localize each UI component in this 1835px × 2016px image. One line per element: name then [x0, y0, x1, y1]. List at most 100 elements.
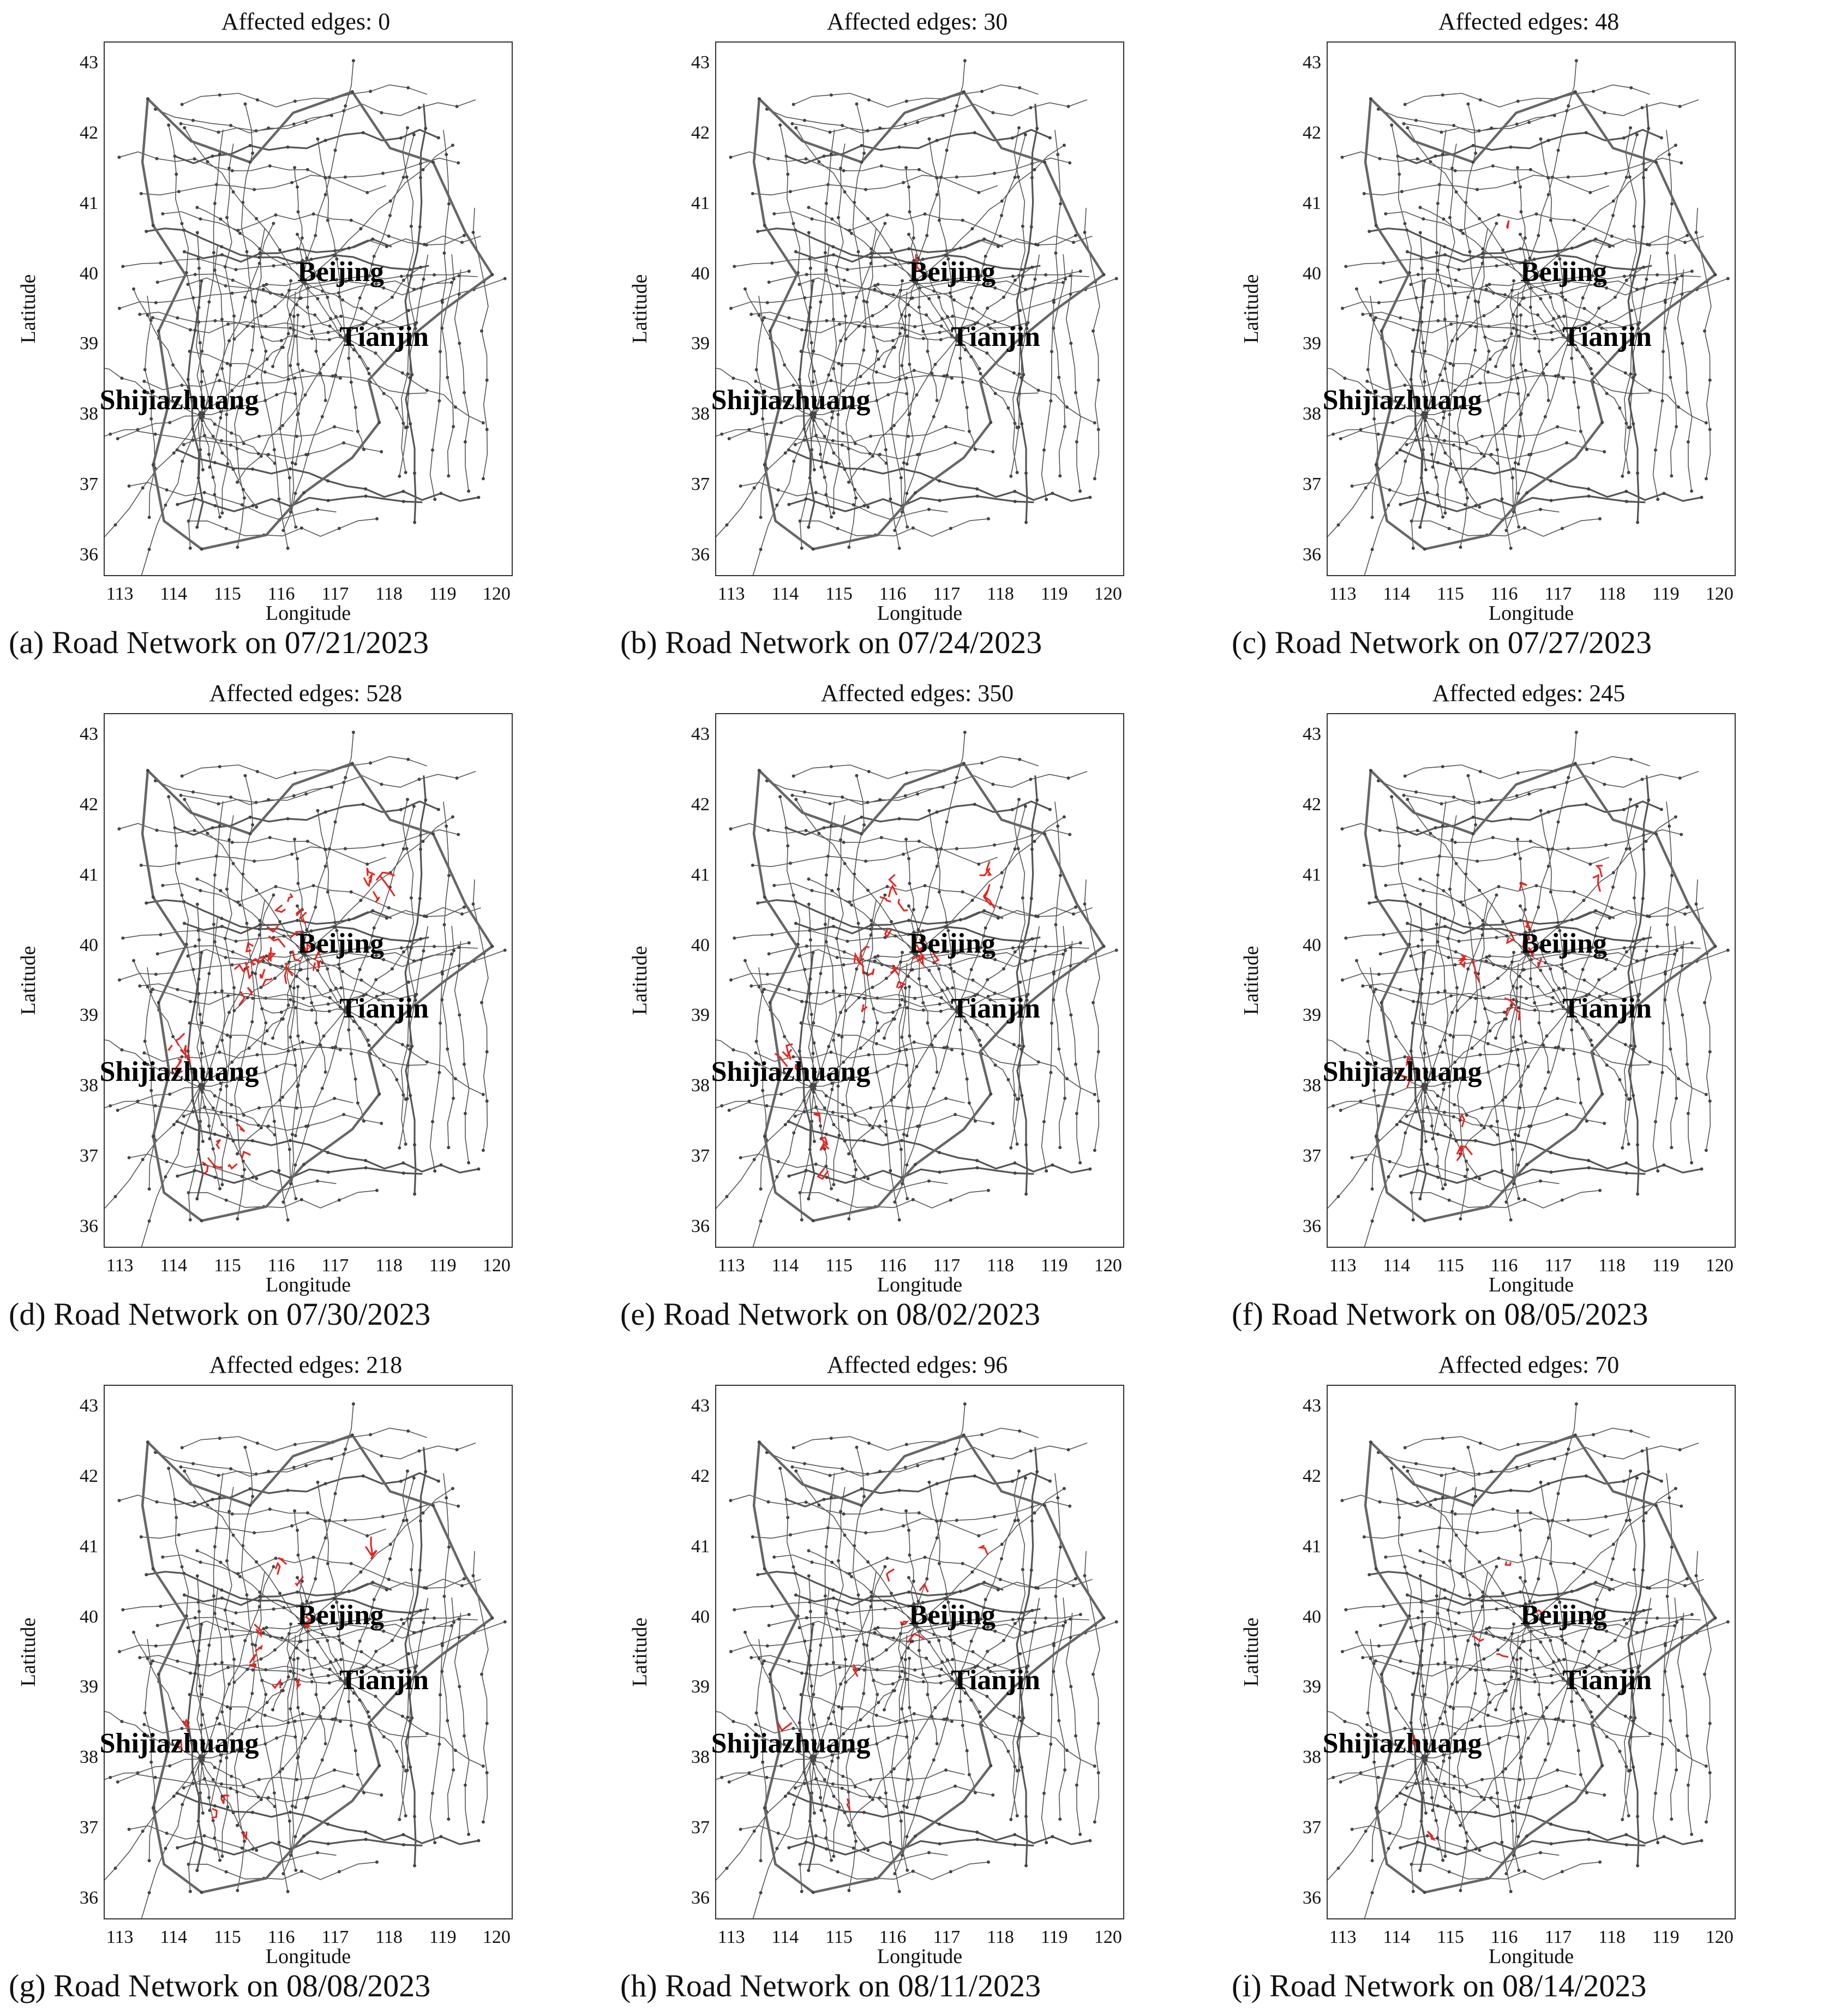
road-node [146, 1062, 149, 1066]
road-node [838, 322, 842, 326]
road-edge-line [317, 1482, 346, 1683]
road-edge-line [155, 99, 476, 134]
road-node [1573, 90, 1577, 94]
road-edge-line [1012, 799, 1027, 1145]
road-node [453, 1749, 457, 1752]
road-node [839, 838, 843, 842]
road-edge-line [290, 291, 302, 464]
road-node [1627, 471, 1630, 474]
road-node [175, 1120, 179, 1123]
road-node [824, 1804, 828, 1808]
road-node [399, 1479, 403, 1483]
road-node [804, 829, 808, 833]
road-node [911, 1869, 915, 1873]
road-node [782, 1071, 786, 1075]
road-node [1588, 190, 1592, 194]
road-node [256, 1795, 260, 1799]
road-node [1033, 277, 1037, 281]
road-node [480, 329, 483, 333]
road-node [1114, 1620, 1118, 1624]
road-node [1062, 143, 1066, 147]
road-node [906, 303, 910, 307]
road-node [467, 1161, 471, 1165]
road-node [747, 1099, 751, 1103]
road-edge-line [913, 1623, 938, 1744]
road-node [401, 1171, 405, 1175]
map-panel: Affected edges: 245 43 42 41 40 39 38 37 36 113 11… [1223, 672, 1834, 1343]
road-node [1034, 1586, 1038, 1589]
affected-edge-line [245, 942, 254, 953]
road-node [1069, 274, 1072, 278]
road-node [238, 231, 242, 235]
road-node [1391, 421, 1395, 424]
road-node [871, 454, 874, 458]
road-node [1600, 1092, 1604, 1096]
road-node [248, 143, 252, 147]
y-tick-label: 39 [80, 1677, 98, 1697]
road-node [831, 1588, 835, 1592]
road-node [207, 1124, 211, 1128]
road-node [856, 250, 860, 254]
road-node [413, 471, 416, 475]
road-node [398, 1146, 401, 1150]
road-node [224, 1627, 227, 1631]
road-node [418, 1568, 422, 1572]
road-node [372, 254, 376, 258]
road-node [879, 164, 883, 168]
road-node [954, 441, 957, 445]
road-edge-line [303, 281, 403, 328]
road-edge-line [347, 949, 505, 1008]
road-edge-line [1420, 207, 1526, 282]
road-node [1513, 852, 1517, 856]
affected-edge-line [774, 1052, 788, 1067]
road-node [1436, 990, 1440, 994]
road-node [1561, 1048, 1565, 1051]
y-tick-label: 42 [80, 122, 98, 143]
road-node [1663, 298, 1667, 302]
y-tick-label: 43 [1303, 52, 1321, 73]
road-node [1690, 941, 1694, 945]
road-node [867, 98, 871, 102]
road-edge-line [916, 280, 980, 369]
road-edge-line [915, 953, 1014, 1000]
road-node [1524, 259, 1527, 262]
road-node [1509, 145, 1513, 149]
road-node [1096, 1050, 1100, 1054]
road-node [258, 247, 262, 251]
road-node [1361, 984, 1365, 988]
x-tick-label: 119 [1652, 1255, 1680, 1276]
x-tick-label: 117 [933, 584, 961, 604]
road-node [316, 1640, 320, 1644]
road-node [337, 527, 341, 530]
road-node [1416, 273, 1420, 277]
road-node [200, 1051, 203, 1055]
road-edge-line [294, 839, 305, 954]
road-edge-line [261, 336, 347, 342]
road-node [913, 325, 917, 328]
road-node [770, 1605, 774, 1608]
road-node [898, 1675, 902, 1679]
x-tick-label: 114 [160, 584, 188, 604]
road-node [1465, 1113, 1468, 1117]
road-node [238, 1069, 242, 1073]
road-node [1403, 774, 1407, 778]
road-edge-line [1328, 413, 1425, 537]
road-node [911, 1198, 915, 1201]
road-node [296, 1576, 299, 1580]
road-node [859, 375, 862, 379]
road-node [1339, 437, 1342, 440]
road-node [138, 1656, 142, 1660]
x-tick-label: 115 [214, 1255, 241, 1276]
road-node [240, 1175, 244, 1179]
road-node [979, 372, 982, 375]
road-node [1470, 1046, 1474, 1050]
road-node [770, 933, 774, 937]
road-node [905, 1134, 909, 1138]
road-node [180, 1565, 184, 1569]
road-node [1478, 217, 1482, 220]
y-tick-label: 37 [80, 474, 98, 495]
road-node [991, 450, 995, 453]
road-node [121, 1608, 125, 1612]
road-node [380, 782, 383, 786]
road-edge-line [812, 417, 887, 464]
